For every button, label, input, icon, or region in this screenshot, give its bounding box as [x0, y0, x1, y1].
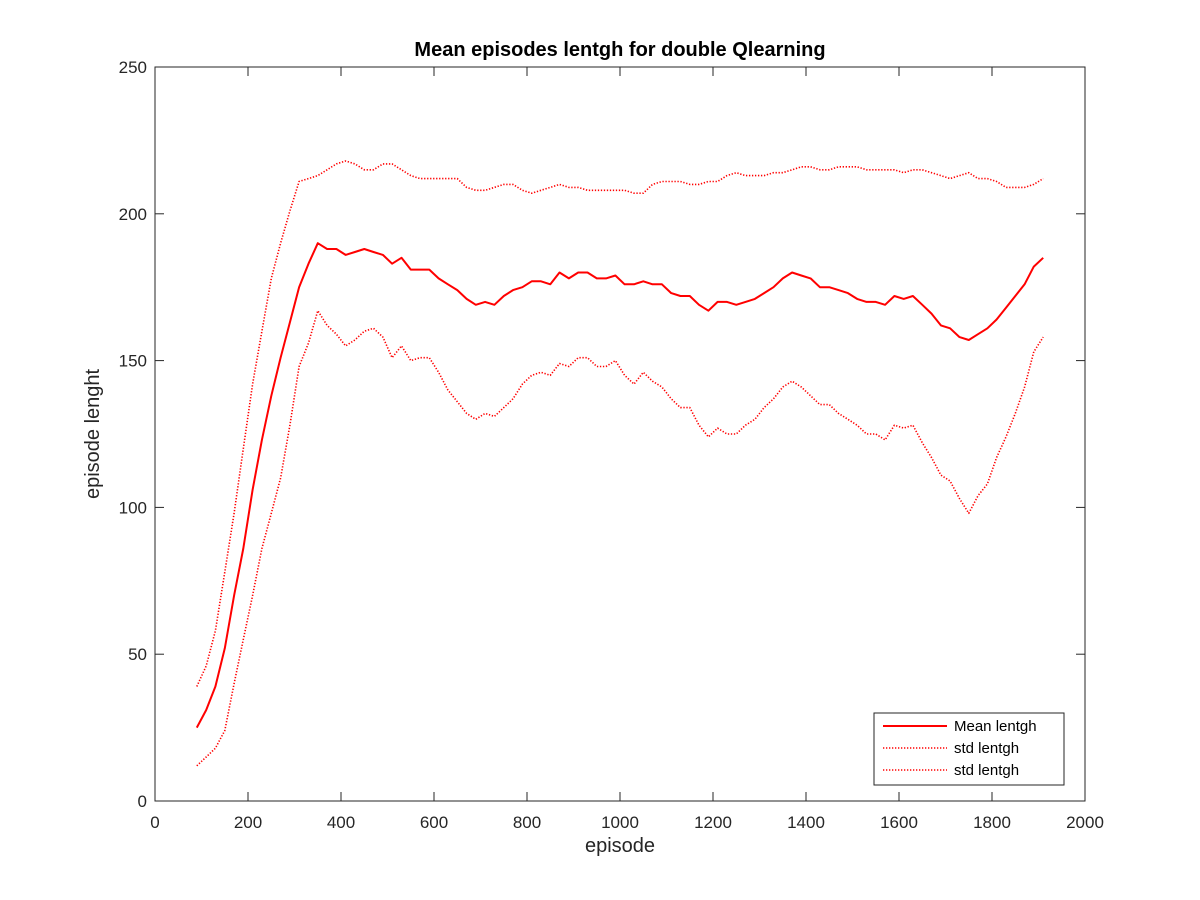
legend-label: std lentgh — [954, 762, 1019, 779]
x-tick-label: 1600 — [880, 813, 918, 832]
chart-title: Mean episodes lentgh for double Qlearnin… — [414, 39, 825, 61]
legend-label: std lentgh — [954, 740, 1019, 757]
y-tick-label: 150 — [119, 352, 147, 371]
y-tick-label: 100 — [119, 498, 147, 517]
series-line-std-length-2 — [196, 309, 1044, 767]
x-tick-label: 600 — [420, 813, 448, 832]
legend-label: Mean lentgh — [954, 718, 1037, 735]
x-tick-label: 400 — [327, 813, 355, 832]
series-line-std-length-1 — [196, 160, 1044, 687]
legend: Mean lentgh std lentgh std lentgh — [873, 712, 1065, 786]
y-tick-label: 250 — [119, 58, 147, 77]
x-tick-label: 2000 — [1066, 813, 1104, 832]
x-tick-label: 1400 — [787, 813, 825, 832]
y-tick-label: 200 — [119, 205, 147, 224]
series-layer — [195, 160, 1044, 767]
axis-ticks: 0 200 400 600 800 1000 1200 1400 1600 1800 2000 0 50… — [119, 58, 1104, 832]
y-tick-label: 50 — [128, 645, 147, 664]
plot-area — [154, 66, 1086, 802]
x-tick-label: 200 — [234, 813, 262, 832]
y-axis-label: episode lenght — [82, 369, 104, 500]
series-line-mean-length — [195, 242, 1044, 729]
x-tick-label: 1000 — [601, 813, 639, 832]
x-tick-label: 1800 — [973, 813, 1011, 832]
x-tick-label: 0 — [150, 813, 159, 832]
x-axis-label: episode — [585, 835, 655, 857]
x-tick-label: 1200 — [694, 813, 732, 832]
y-tick-label: 0 — [138, 792, 147, 811]
x-tick-label: 800 — [513, 813, 541, 832]
